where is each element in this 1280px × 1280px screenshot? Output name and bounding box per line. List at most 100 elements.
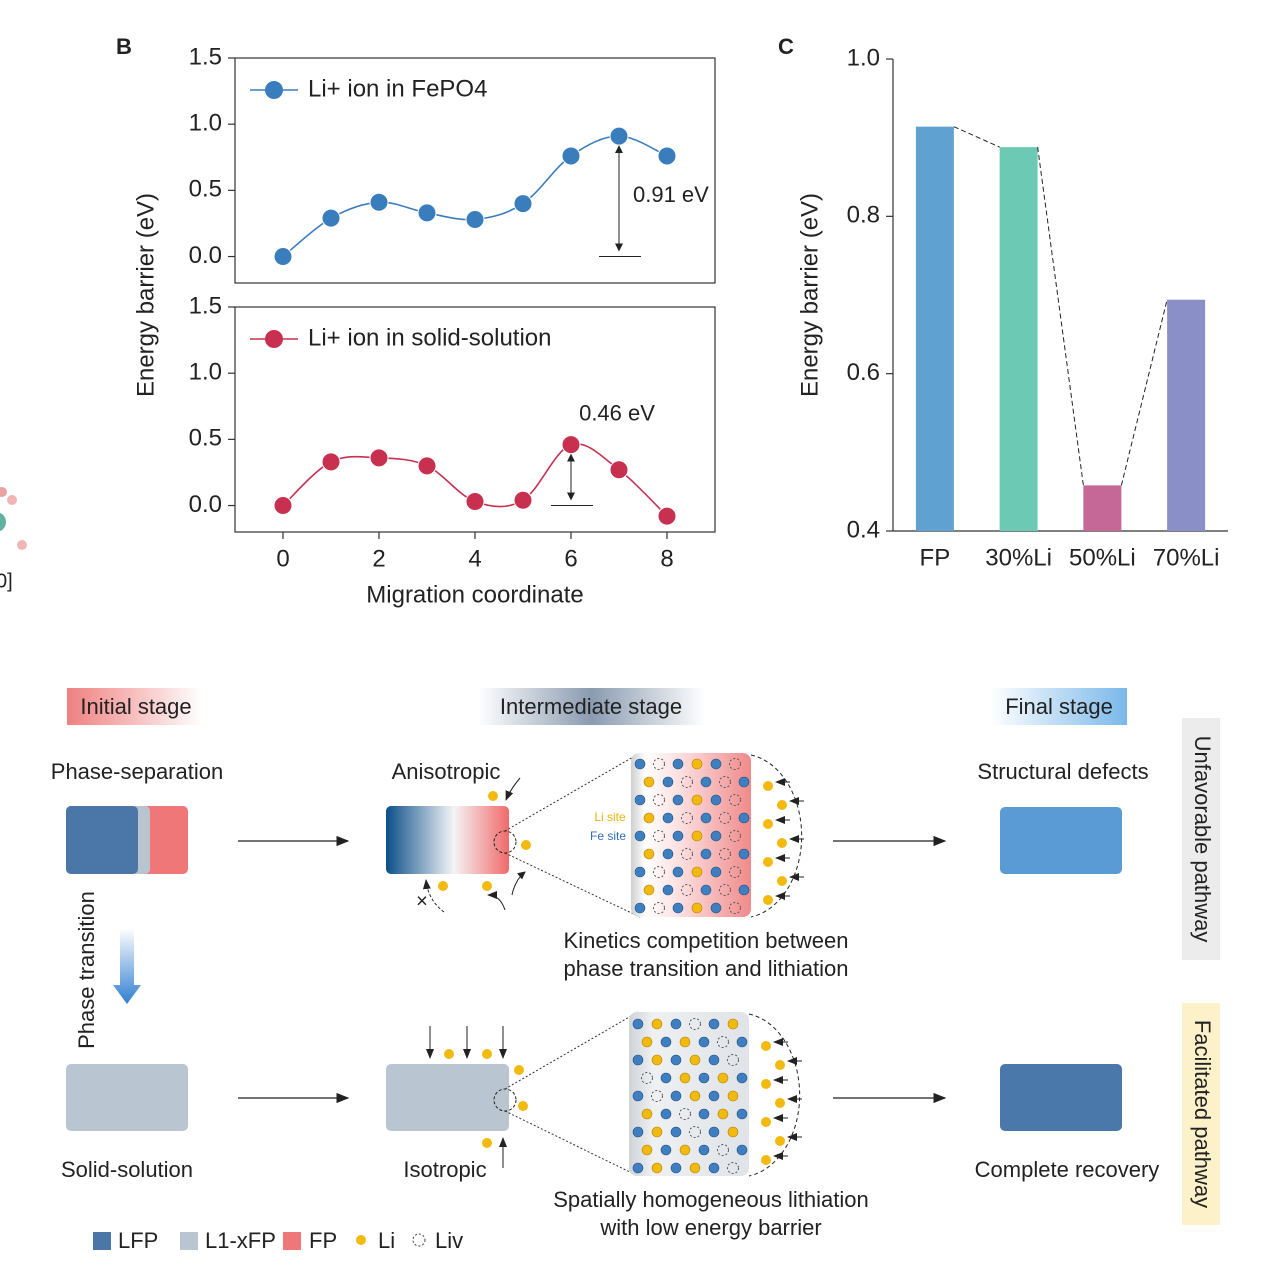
y-tick-label: 1.0 — [847, 44, 880, 71]
li-ions — [426, 1026, 528, 1168]
bar — [1167, 299, 1206, 531]
li-atom — [643, 812, 655, 824]
li-vacancy — [651, 1090, 663, 1102]
zoom-line — [504, 752, 641, 832]
cropped-atom — [0, 487, 7, 497]
legend-swatch — [283, 1232, 301, 1250]
li-atom — [775, 1098, 785, 1108]
fe-atom — [736, 1072, 748, 1084]
li-atom — [651, 1054, 663, 1066]
pathway-box — [1182, 1003, 1220, 1225]
fe-atom — [670, 1162, 682, 1174]
fe-atom — [662, 884, 674, 896]
bar — [915, 126, 954, 532]
fe-atom — [670, 1126, 682, 1138]
li-atom — [641, 1144, 653, 1156]
zoom-arc — [748, 1013, 801, 1177]
phase-separated-particle — [66, 806, 188, 874]
recovered-particle — [1000, 1064, 1122, 1131]
lattice — [632, 1018, 802, 1174]
fe-atom — [632, 1126, 644, 1138]
fe-atom — [708, 1018, 720, 1030]
state-label: Structural defects — [977, 759, 1148, 784]
pathway-label: Facilitated pathway — [1190, 1020, 1215, 1208]
fe-atom — [700, 776, 712, 788]
fe-atom — [660, 1036, 672, 1048]
li-vacancy — [653, 758, 665, 770]
li-vacancy — [681, 812, 693, 824]
li-atom — [777, 838, 787, 848]
caption: Kinetics competition between — [564, 928, 849, 953]
li-vacancy — [717, 1036, 729, 1048]
fe-atom — [634, 866, 646, 878]
fe-atom — [672, 866, 684, 878]
li-vacancy — [729, 794, 741, 806]
isotropic-particle — [386, 1064, 509, 1131]
fe-atom — [672, 758, 684, 770]
fe-atom — [708, 1162, 720, 1174]
panel-label: C — [778, 34, 794, 59]
li-atom — [763, 895, 773, 905]
fe-atom — [634, 830, 646, 842]
pathway-label: Unfavorable pathway — [1190, 736, 1215, 943]
transition-label: Phase transition — [74, 891, 99, 1049]
li-vacancy — [681, 848, 693, 860]
connector — [1037, 147, 1084, 486]
li-atom — [717, 1072, 729, 1084]
li-atom — [727, 1090, 739, 1102]
fe-atom — [632, 1090, 644, 1102]
fe-atom — [738, 884, 750, 896]
li-vacancy — [653, 866, 665, 878]
li-atom — [689, 1090, 701, 1102]
fe-atom — [698, 1036, 710, 1048]
li-atom — [691, 866, 703, 878]
li-atom — [761, 1079, 771, 1089]
y-axis-label: Energy barrier (eV) — [796, 193, 823, 397]
fe-atom — [698, 1108, 710, 1120]
fe-atom — [672, 794, 684, 806]
marker — [561, 435, 581, 455]
y-tick-label: 1.0 — [189, 359, 222, 386]
zoom-line — [504, 852, 641, 918]
x-tick-label: 2 — [372, 545, 385, 572]
li-vacancy — [653, 794, 665, 806]
y-tick-label: 1.5 — [189, 292, 222, 319]
li-atom — [727, 1018, 739, 1030]
state-label: Complete recovery — [975, 1157, 1160, 1182]
fe-atom — [660, 1108, 672, 1120]
fe-atom — [670, 1090, 682, 1102]
cropped-atom — [17, 540, 27, 550]
annotation: 0.46 eV — [579, 400, 655, 425]
marker — [273, 247, 293, 267]
marker — [369, 448, 389, 468]
fe-atom — [632, 1054, 644, 1066]
fe-atom — [710, 866, 722, 878]
line — [282, 135, 668, 258]
fe-atom — [736, 1108, 748, 1120]
fe-atom — [698, 1144, 710, 1156]
li-vacancy — [719, 812, 731, 824]
li-atom — [775, 1060, 785, 1070]
fe-atom — [698, 1072, 710, 1084]
legend-label: Li+ ion in FePO4 — [308, 75, 487, 102]
li-atom — [643, 884, 655, 896]
y-tick-label: 0.8 — [847, 202, 880, 229]
zoom-line — [504, 1011, 639, 1090]
marker — [609, 126, 629, 146]
marker — [273, 496, 293, 516]
stage-box — [67, 688, 203, 725]
bar — [1083, 485, 1122, 531]
y-tick-label: 0.0 — [189, 491, 222, 518]
fe-atom — [710, 902, 722, 914]
li-ions — [422, 777, 531, 913]
fe-atom — [662, 812, 674, 824]
li-vacancy — [679, 1108, 691, 1120]
y-tick-label: 1.0 — [189, 110, 222, 137]
solid-solution-particle — [66, 1064, 188, 1131]
li-atom — [689, 1162, 701, 1174]
fe-atom — [738, 848, 750, 860]
marker — [513, 194, 533, 214]
marker — [417, 456, 437, 476]
stage-label: Initial stage — [80, 694, 191, 719]
